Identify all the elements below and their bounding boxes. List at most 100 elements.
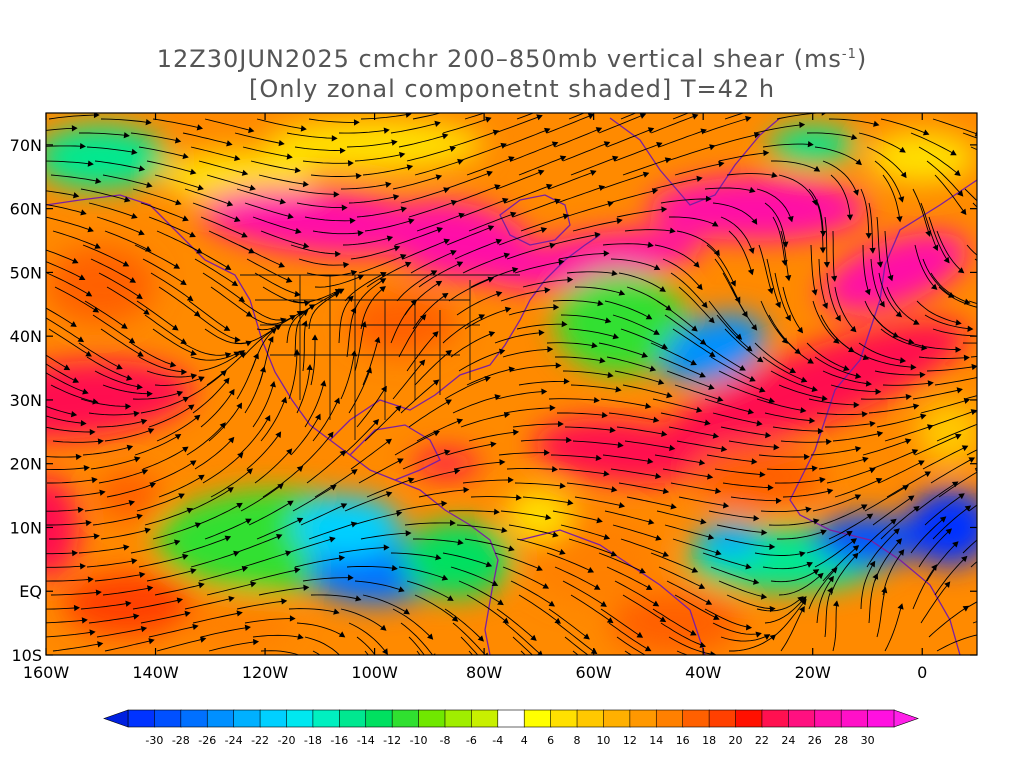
streamline <box>822 160 858 196</box>
streamline-arrow <box>593 397 600 404</box>
streamline <box>674 384 723 401</box>
streamline <box>706 244 736 286</box>
shading-region <box>347 291 457 356</box>
streamline <box>52 642 103 652</box>
streamline-arrow <box>353 119 360 126</box>
streamline-arrow <box>653 329 660 335</box>
streamline <box>504 184 552 204</box>
streamline-arrow <box>147 428 155 434</box>
streamline <box>672 113 690 120</box>
streamline-arrow <box>182 396 190 403</box>
streamline <box>548 608 590 640</box>
streamline-arrow <box>767 287 774 295</box>
streamline <box>780 606 805 652</box>
streamline-arrow <box>190 349 197 356</box>
streamline-arrow <box>502 617 509 624</box>
streamline-arrow <box>825 438 832 446</box>
streamline <box>340 351 356 400</box>
shading-region <box>657 320 968 454</box>
colorbar-swatch <box>576 709 605 728</box>
streamline-arrow <box>515 494 522 501</box>
streamline-arrow <box>449 145 456 152</box>
streamline-arrow <box>146 585 154 592</box>
streamline-arrow <box>347 574 354 581</box>
streamline-arrow <box>931 564 938 571</box>
streamline-arrow <box>93 113 100 119</box>
colorbar-swatch <box>180 709 209 728</box>
streamline-arrow <box>610 550 618 557</box>
streamline-arrow <box>659 616 667 623</box>
streamline <box>570 384 621 391</box>
streamline-arrow <box>297 633 304 640</box>
streamline-arrow <box>231 280 239 287</box>
streamline <box>354 580 404 592</box>
streamline-arrow <box>709 351 716 357</box>
streamline <box>981 409 1024 428</box>
streamline <box>880 328 927 349</box>
streamline-arrow <box>639 567 646 574</box>
streamline <box>718 580 767 598</box>
streamline <box>148 404 194 428</box>
streamline <box>450 130 499 148</box>
streamline <box>870 258 885 307</box>
streamline-arrow <box>745 115 752 122</box>
streamline-arrow <box>71 549 78 557</box>
streamline-arrow <box>971 363 977 371</box>
streamline <box>926 160 964 197</box>
streamline <box>404 522 455 526</box>
streamline-arrow <box>75 453 82 461</box>
streamline <box>622 594 666 622</box>
streamline <box>724 113 745 120</box>
streamline <box>502 348 553 358</box>
streamline-arrow <box>80 420 87 427</box>
streamline <box>306 271 357 277</box>
streamline <box>510 365 561 372</box>
streamline <box>872 314 914 344</box>
streamline <box>50 384 98 403</box>
streamline <box>666 145 715 162</box>
streamline <box>156 414 200 442</box>
streamline-arrow <box>342 658 347 663</box>
streamline <box>468 431 519 442</box>
streamline-arrow <box>224 264 232 270</box>
streamline-arrow <box>133 410 140 417</box>
streamline-arrow <box>599 357 606 364</box>
streamline-arrow <box>440 688 444 693</box>
streamline-arrow <box>645 313 653 320</box>
streamline-arrow <box>657 378 665 385</box>
streamline-arrow <box>617 441 624 449</box>
shading-region <box>401 521 512 598</box>
streamline-arrow <box>603 141 611 148</box>
streamline <box>444 377 491 400</box>
streamline <box>934 174 967 215</box>
streamline <box>47 478 97 484</box>
streamline <box>810 244 817 295</box>
streamline <box>556 186 605 204</box>
streamline <box>824 587 833 638</box>
streamline <box>989 651 1024 654</box>
streamline <box>256 517 303 540</box>
streamline <box>822 370 872 385</box>
streamline-arrow <box>656 141 663 148</box>
streamline-arrow <box>700 128 707 135</box>
streamline-arrow <box>659 286 666 292</box>
streamline-arrow <box>501 197 509 204</box>
streamline-arrow <box>1003 268 1008 273</box>
streamline <box>552 300 603 305</box>
streamline-arrow <box>397 458 404 464</box>
streamline-arrow <box>554 198 561 205</box>
streamline-arrow <box>651 188 659 195</box>
streamline-arrow <box>1013 161 1018 166</box>
streamline <box>444 171 493 190</box>
streamline <box>410 469 460 484</box>
streamline <box>666 370 714 389</box>
colorbar-swatch <box>391 709 420 728</box>
streamline-arrow <box>924 471 932 477</box>
streamline-arrow <box>447 595 454 601</box>
streamline <box>98 272 143 299</box>
streamline-arrow <box>99 489 106 496</box>
streamline <box>766 467 817 471</box>
streamline-arrow <box>126 444 134 451</box>
streamline <box>610 468 661 478</box>
colorbar-label: 18 <box>702 734 716 747</box>
